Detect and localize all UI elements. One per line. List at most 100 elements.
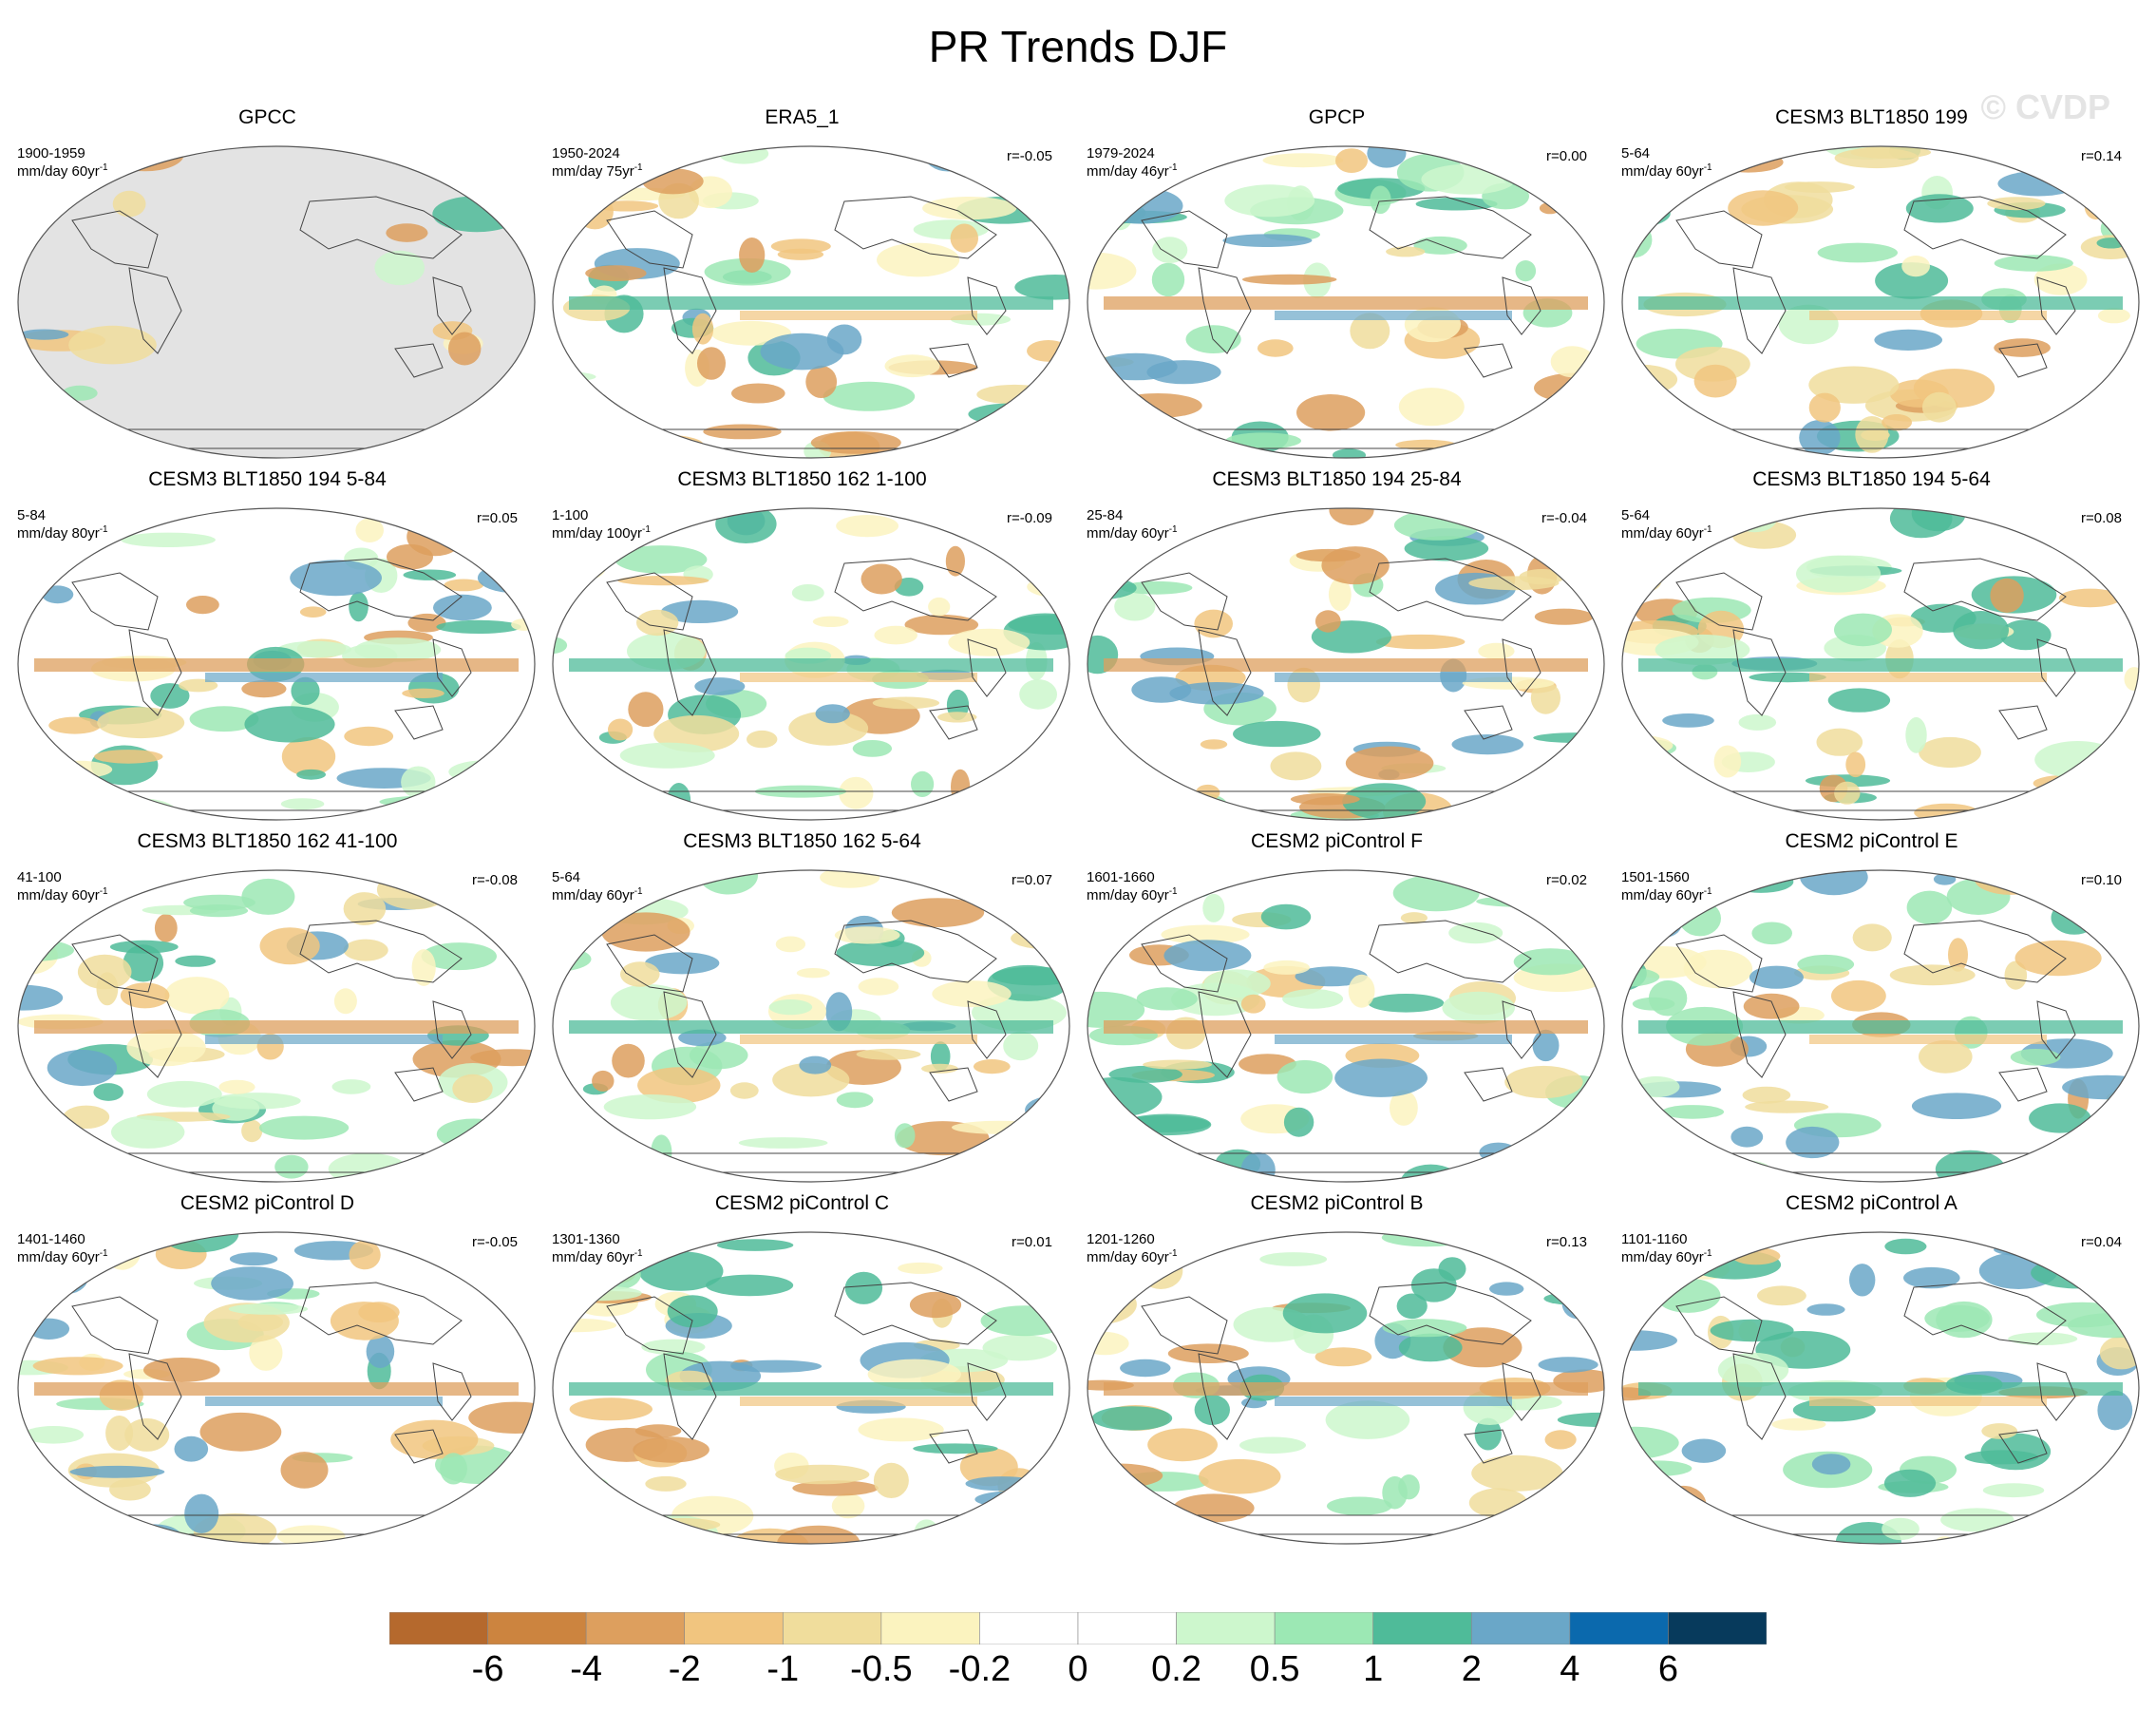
trend-blob — [1375, 634, 1466, 650]
trend-blob — [468, 1401, 535, 1435]
continent-outline — [1675, 1296, 1763, 1355]
trend-blob — [436, 619, 521, 634]
trend-blob — [1743, 993, 1800, 1019]
pattern-correlation: r=0.02 — [1546, 872, 1587, 888]
trend-blob — [18, 1249, 81, 1269]
continent-outline — [394, 705, 444, 740]
trend-blob — [189, 706, 259, 732]
continent-outline — [1369, 196, 1532, 259]
trend-blob — [109, 1478, 151, 1501]
trend-blob — [1124, 446, 1152, 458]
map-border — [17, 145, 536, 459]
map-panel: CESM3 BLT1850 194 5-84 5-84 mm/day 80yr-1 r… — [0, 468, 536, 829]
robinson-map — [1087, 1231, 1605, 1545]
trend-blob — [291, 676, 320, 706]
map-panel: CESM2 piControl B 1201-1260 mm/day 60yr-1 r… — [1069, 1192, 1605, 1553]
trend-blob — [1875, 262, 1949, 299]
map-panel: CESM3 BLT1850 162 5-64 5-64 mm/day 60yr-1 r… — [535, 830, 1070, 1191]
trend-blob — [1260, 903, 1312, 930]
trend-blob — [1262, 153, 1344, 168]
trend-blob — [1003, 1031, 1039, 1061]
trend-blob — [1400, 912, 1428, 924]
trend-blob — [651, 1134, 672, 1170]
continent-outline — [967, 638, 1007, 697]
panel-period: 1201-1260 — [1087, 1231, 1155, 1247]
map-border — [552, 1231, 1070, 1545]
continent-outline — [2036, 1000, 2076, 1059]
trend-blob — [1136, 987, 1198, 1011]
trend-blob — [697, 347, 726, 380]
trend-blob — [22, 1503, 75, 1544]
panel-units: mm/day 60yr-1 — [1621, 1248, 1712, 1265]
trend-blob — [1816, 728, 1863, 756]
continent-outline — [128, 267, 182, 354]
colorbar-bin — [1077, 1612, 1177, 1644]
panel-units: mm/day 60yr-1 — [1087, 1248, 1178, 1265]
trend-blob — [1095, 779, 1182, 814]
trend-blob — [2014, 940, 2102, 977]
trend-blob — [1738, 713, 1777, 731]
continent-outline — [834, 920, 997, 983]
trend-blob — [484, 1134, 535, 1156]
trend-blob — [1997, 171, 2079, 197]
trend-blob — [2061, 420, 2134, 434]
trend-blob — [229, 1252, 278, 1266]
continent-outline — [1502, 638, 1541, 697]
trend-blob — [379, 795, 469, 808]
trend-blob — [1157, 508, 1228, 518]
robinson-map — [17, 507, 536, 821]
trend-blob — [792, 1480, 879, 1496]
trend-blob — [1471, 1454, 1563, 1492]
trend-blob — [945, 545, 965, 577]
trend-blob — [775, 936, 806, 953]
trend-blob — [1834, 781, 1861, 805]
colorbar-label: -0.2 — [948, 1649, 1012, 1689]
map-panel: GPCC 1900-1959 mm/day 60yr-1 — [0, 106, 536, 467]
trend-blob — [366, 1335, 395, 1368]
trend-blob — [1852, 923, 1892, 952]
trend-blob — [1903, 1266, 1960, 1289]
map-panel: CESM3 BLT1850 162 1-100 1-100 mm/day 100yr… — [535, 468, 1070, 829]
panel-title: CESM2 piControl A — [1786, 1192, 1957, 1214]
trend-blob — [1143, 1059, 1212, 1070]
trend-blob — [143, 1358, 220, 1382]
trend-blob — [241, 878, 295, 915]
trend-blob — [777, 248, 824, 260]
units-text: mm/day 80yr — [17, 525, 100, 542]
trend-blob — [836, 1092, 874, 1109]
trend-blob — [1051, 356, 1069, 369]
trend-blob — [1224, 184, 1315, 218]
tropical-trend-band — [740, 1397, 977, 1406]
trend-blob — [1557, 418, 1604, 437]
trend-blob — [432, 196, 521, 233]
panel-units: mm/day 60yr-1 — [17, 886, 108, 903]
continent-outline — [1732, 629, 1787, 716]
trend-blob — [628, 692, 664, 728]
panel-period: 1101-1160 — [1621, 1231, 1688, 1247]
trend-blob — [1019, 903, 1044, 928]
panel-title: CESM3 BLT1850 162 41-100 — [137, 830, 398, 852]
colorbar-label: -2 — [668, 1649, 701, 1689]
trend-blob — [1421, 163, 1516, 195]
trend-blob — [1999, 619, 2052, 651]
trend-blob — [1121, 580, 1193, 595]
map-panel: CESM3 BLT1850 199 5-64 mm/day 60yr-1 r=0.14 — [1604, 106, 2140, 467]
trend-blob — [636, 609, 679, 637]
trend-blob — [1994, 1242, 2088, 1258]
trend-blob — [355, 518, 385, 542]
trend-blob — [1282, 989, 1344, 1009]
trend-blob — [1396, 1293, 1428, 1320]
colorbar-bin — [1569, 1612, 1669, 1644]
trend-blob — [2125, 548, 2139, 573]
continent-outline — [1502, 1362, 1541, 1421]
pattern-correlation: r=0.13 — [1546, 1234, 1587, 1250]
trend-blob — [1019, 679, 1057, 710]
trend-blob — [280, 798, 325, 810]
tropical-trend-band — [1275, 1397, 1512, 1406]
trend-blob — [2026, 151, 2088, 163]
trend-blob — [18, 1463, 31, 1474]
trend-blob — [1283, 1107, 1314, 1137]
trend-blob — [1242, 274, 1337, 285]
panel-units: mm/day 60yr-1 — [1087, 524, 1178, 542]
trend-blob — [46, 760, 113, 779]
